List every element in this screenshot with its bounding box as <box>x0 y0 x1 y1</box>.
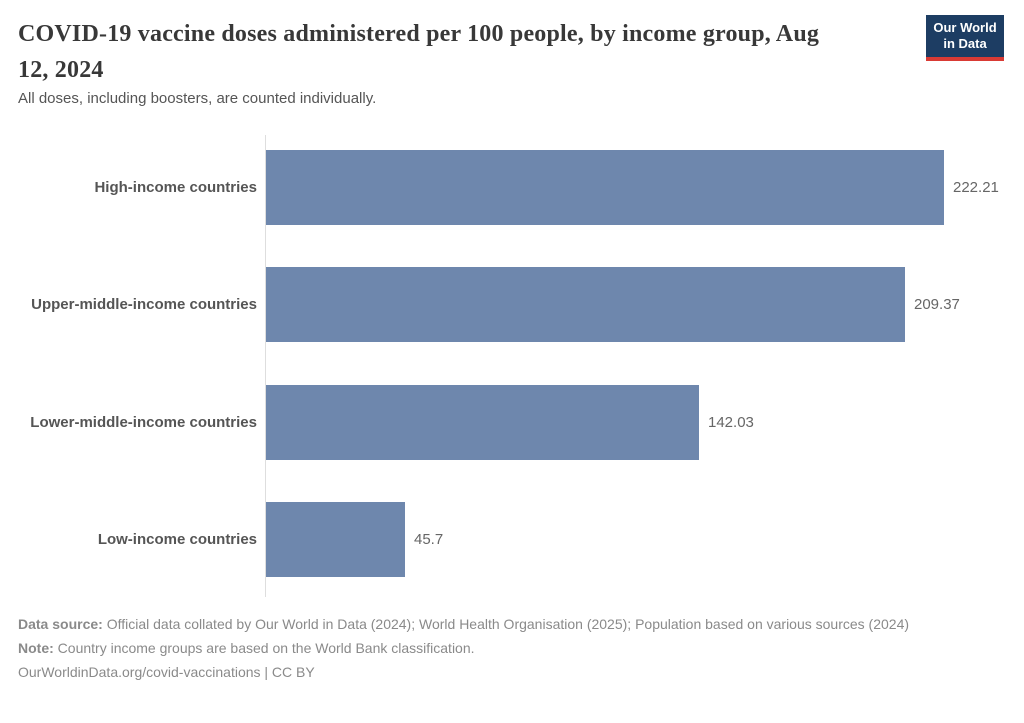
value-label: 209.37 <box>914 296 960 313</box>
data-bar[interactable] <box>266 502 405 577</box>
chart-title: COVID-19 vaccine doses administered per … <box>18 21 820 83</box>
category-label: Low-income countries <box>97 531 257 548</box>
value-label: 142.03 <box>708 414 754 431</box>
owid-logo[interactable]: Our World in Data <box>926 15 1004 61</box>
data-source-label: Data source: <box>18 616 103 632</box>
chart-footer: Data source: Official data collated by O… <box>18 613 928 685</box>
data-bar[interactable] <box>266 150 944 225</box>
category-label: Upper-middle-income countries <box>31 296 257 313</box>
category-label: Lower-middle-income countries <box>30 414 257 431</box>
y-axis-line <box>265 135 266 597</box>
data-bar[interactable] <box>266 385 699 460</box>
value-label: 222.21 <box>953 179 999 196</box>
note-line: Note: Country income groups are based on… <box>18 637 928 659</box>
category-label: High-income countries <box>94 179 257 196</box>
note-label: Note: <box>18 640 54 656</box>
citation-line[interactable]: OurWorldinData.org/covid-vaccinations | … <box>18 664 315 680</box>
value-label: 45.7 <box>414 531 444 548</box>
chart-subtitle: All doses, including boosters, are count… <box>18 90 377 107</box>
owid-logo-line1: Our World <box>933 19 997 35</box>
data-source-text: Official data collated by Our World in D… <box>102 616 910 632</box>
data-source-line: Data source: Official data collated by O… <box>18 613 928 635</box>
note-text: Country income groups are based on the W… <box>53 640 475 656</box>
data-bar[interactable] <box>266 267 905 342</box>
owid-logo-line2: in Data <box>943 36 987 51</box>
